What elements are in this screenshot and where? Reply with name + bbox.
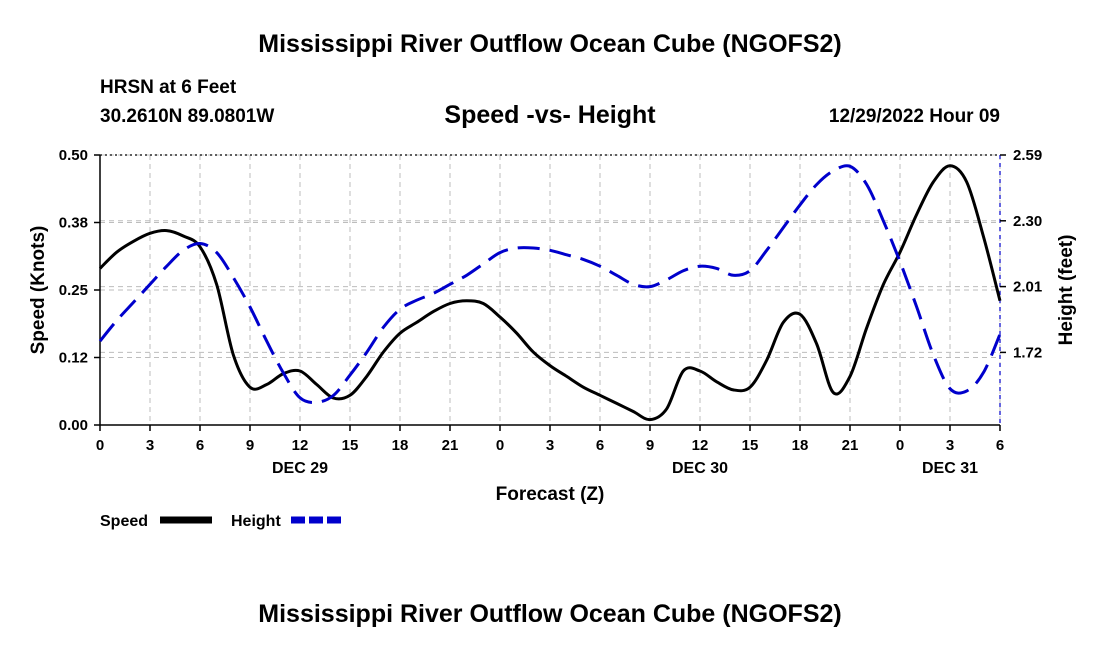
x-tick-label: 3 — [546, 437, 554, 454]
x-tick-label: 6 — [596, 437, 604, 454]
chart-main-title: Mississippi River Outflow Ocean Cube (NG… — [258, 30, 842, 58]
x-tick-label: 6 — [996, 437, 1004, 454]
coordinates-label: 30.2610N 89.0801W — [100, 106, 275, 127]
legend-label-height: Height — [231, 513, 281, 530]
y-left-axis-title: Speed (Knots) — [28, 226, 49, 355]
x-tick-label: 12 — [292, 437, 309, 454]
y-right-axis-title: Height (feet) — [1056, 235, 1077, 346]
y-left-tick-label: 0.12 — [59, 350, 88, 367]
grid-lines — [99, 154, 1001, 426]
x-tick-label: 15 — [342, 437, 359, 454]
x-tick-label: 21 — [442, 437, 459, 454]
y-left-tick-label: 0.25 — [59, 282, 88, 299]
forecast-datetime: 12/29/2022 Hour 09 — [828, 106, 1000, 127]
series-line-speed — [98, 164, 1002, 422]
y-right-tick-label: 2.01 — [1013, 279, 1042, 296]
chart-footer-title: Mississippi River Outflow Ocean Cube (NG… — [258, 600, 842, 628]
x-axis-title: Forecast (Z) — [496, 484, 605, 505]
y-left-tick-label: 0.00 — [59, 417, 88, 434]
x-tick-label: 18 — [792, 437, 809, 454]
x-day-label: DEC 30 — [672, 460, 728, 477]
x-tick-label: 9 — [646, 437, 654, 454]
x-tick-label: 6 — [196, 437, 204, 454]
axes — [94, 154, 1006, 431]
y-right-tick-label: 2.30 — [1013, 213, 1042, 230]
series-layer — [98, 164, 1002, 422]
legend-label-speed: Speed — [100, 513, 148, 530]
x-day-label: DEC 29 — [272, 460, 328, 477]
x-tick-label: 3 — [946, 437, 954, 454]
x-tick-label: 0 — [896, 437, 904, 454]
x-tick-label: 0 — [96, 437, 104, 454]
x-tick-label: 18 — [392, 437, 409, 454]
x-tick-label: 15 — [742, 437, 759, 454]
series-line-height — [98, 164, 1002, 404]
x-tick-label: 21 — [842, 437, 859, 454]
x-tick-label: 9 — [246, 437, 254, 454]
y-right-tick-label: 1.72 — [1013, 344, 1042, 361]
x-tick-label: 3 — [146, 437, 154, 454]
station-label: HRSN at 6 Feet — [100, 77, 237, 98]
legend: Speed Height — [100, 513, 343, 530]
y-left-tick-label: 0.38 — [59, 215, 88, 232]
x-tick-label: 12 — [692, 437, 709, 454]
x-day-label: DEC 31 — [922, 460, 978, 477]
axis-labels: 0 3 6 9 12 15 18 21 0 3 6 9 12 15 18 21 0 3 6 DEC 29 DEC 30 D… — [28, 147, 1077, 505]
y-right-tick-label: 2.59 — [1013, 147, 1042, 164]
y-left-tick-label: 0.50 — [59, 147, 88, 164]
x-tick-label: 0 — [496, 437, 504, 454]
chart-subtitle: Speed -vs- Height — [444, 101, 656, 129]
